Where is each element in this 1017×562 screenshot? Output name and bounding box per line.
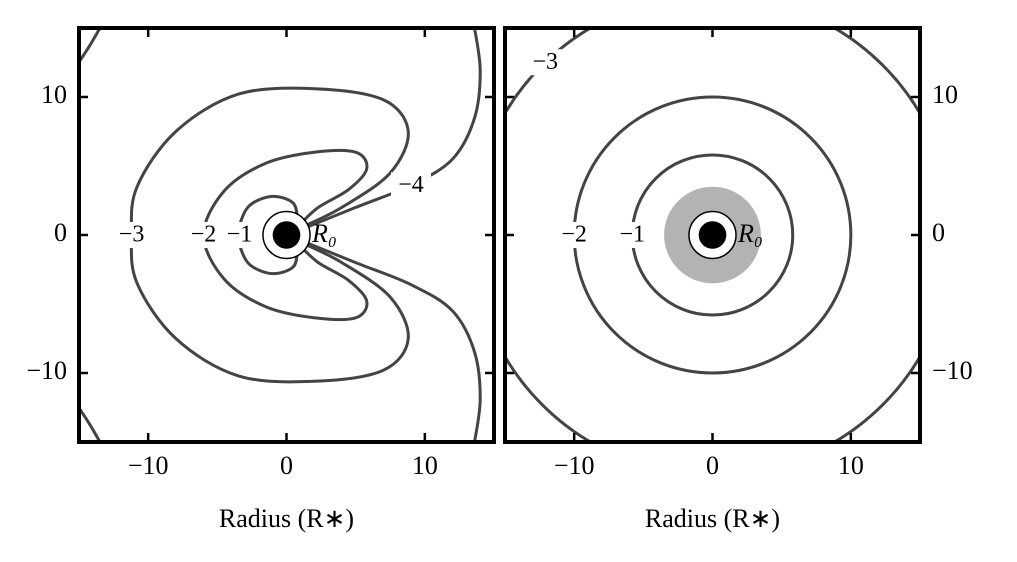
contour-label: −2 — [561, 222, 587, 248]
star — [698, 221, 727, 249]
y-tick-label: −10 — [26, 356, 67, 385]
frame — [77, 26, 496, 444]
y-tick-label: 0 — [54, 218, 67, 247]
contour-label: −3 — [533, 49, 559, 75]
label-background — [219, 222, 260, 248]
label-background — [525, 49, 566, 76]
y-tick-label: 10 — [41, 80, 67, 109]
contour-label: −1 — [227, 222, 253, 248]
x-tick-label: −10 — [128, 451, 169, 480]
r0-label: R₀ — [311, 219, 337, 248]
panel: −1 −2 −3 — [505, 28, 920, 442]
label-background — [183, 222, 224, 248]
r0-label: R₀ — [737, 219, 763, 248]
label-background — [391, 172, 431, 199]
x-tick-label: 0 — [280, 451, 293, 480]
y-tick-label: 0 — [932, 218, 945, 247]
x-axis-label: Radius (R∗) — [645, 504, 780, 533]
contour-label: −2 — [191, 222, 217, 248]
panel: −1 −2 −3 −4 — [79, 28, 482, 442]
x-tick-label: 0 — [706, 451, 719, 480]
contour — [79, 28, 482, 442]
x-tick-label: 10 — [838, 451, 864, 480]
x-axis-label: Radius (R∗) — [219, 504, 354, 533]
label-background — [554, 222, 595, 248]
y-tick-label: 10 — [932, 80, 958, 109]
star — [272, 221, 301, 249]
contour-label: −4 — [398, 172, 424, 198]
label-background — [111, 222, 152, 248]
contour-label: −1 — [619, 222, 645, 248]
frame — [503, 26, 922, 444]
x-tick-label: 10 — [412, 451, 438, 480]
contour-label: −3 — [119, 222, 145, 248]
x-tick-label: −10 — [554, 451, 595, 480]
y-tick-label: −10 — [932, 356, 973, 385]
label-background — [612, 222, 653, 248]
